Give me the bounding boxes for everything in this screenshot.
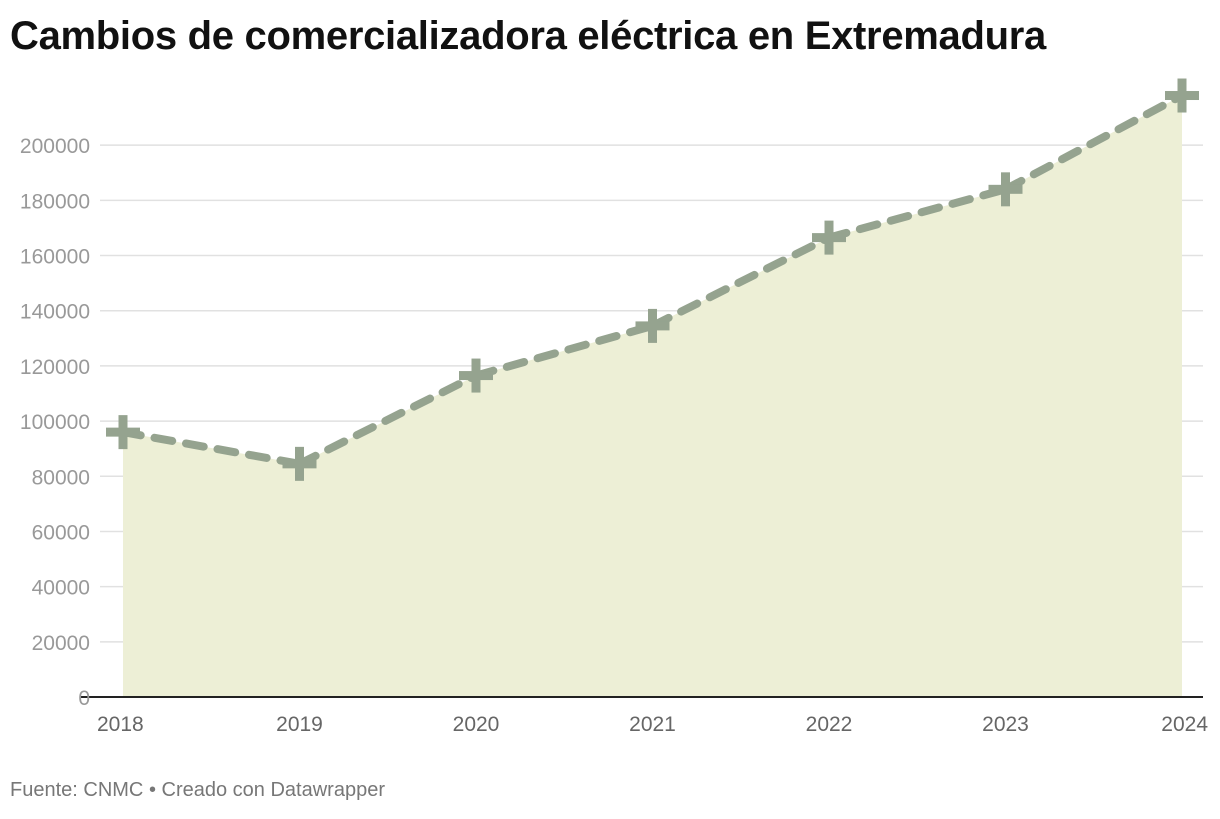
chart-title: Cambios de comercializadora eléctrica en…	[10, 14, 1046, 58]
area-fill-layer	[123, 95, 1182, 697]
y-tick-label-160000: 160000	[20, 246, 90, 269]
marker-v-2023	[1001, 172, 1010, 207]
line-segment-2020-2021	[472, 321, 657, 380]
marker-v-2021	[648, 308, 657, 343]
line-segment-2022-2023	[825, 185, 1010, 242]
y-tick-label-0: 0	[78, 687, 90, 710]
data-point-2020	[459, 358, 493, 393]
y-tick-label-60000: 60000	[32, 521, 90, 544]
y-tick-label-20000: 20000	[32, 632, 90, 655]
data-point-2024	[1165, 78, 1199, 113]
marker-v-2019	[295, 446, 304, 481]
y-tick-label-140000: 140000	[20, 301, 90, 324]
x-tick-label-2022: 2022	[806, 713, 853, 736]
marker-v-2024	[1177, 78, 1187, 113]
line-segment-2018-2019	[119, 428, 304, 468]
line-segment-2019-2020	[295, 371, 480, 468]
y-tick-label-200000: 200000	[20, 135, 90, 158]
line-segment-2021-2022	[648, 233, 833, 330]
credit-label: Creado con Datawrapper	[161, 779, 385, 801]
x-tick-label-2020: 2020	[453, 713, 500, 736]
x-tick-label-2019: 2019	[276, 713, 323, 736]
data-point-2023	[988, 172, 1023, 207]
x-tick-label-2024: 2024	[1161, 713, 1208, 736]
source-label: Fuente: CNMC	[10, 779, 144, 801]
data-point-2022	[812, 220, 846, 255]
data-point-2021	[635, 308, 670, 343]
footer: Fuente: CNMC • Creado con Datawrapper	[10, 778, 385, 802]
footer-separator: •	[148, 779, 156, 801]
y-tick-label-40000: 40000	[32, 577, 90, 600]
x-axis-tick-labels: 2018 2019 2020 2021 2022 2023 2024	[97, 713, 1208, 736]
line-segment-2023-2024	[1001, 91, 1186, 194]
data-point-2019	[282, 446, 317, 481]
y-axis-tick-labels: 0 20000 40000 60000 80000 100000 120000 140000 1…	[20, 135, 90, 710]
x-tick-label-2021: 2021	[629, 713, 676, 736]
x-tick-label-2018: 2018	[97, 713, 144, 736]
marker-v-2020	[471, 358, 481, 393]
marker-v-2022	[824, 220, 834, 255]
x-tick-label-2023: 2023	[982, 713, 1029, 736]
area-fill	[123, 95, 1182, 697]
line-layer	[119, 91, 1186, 468]
data-point-2018	[106, 415, 140, 450]
marker-v-2018	[118, 415, 128, 450]
y-tick-label-120000: 120000	[20, 356, 90, 379]
y-tick-label-80000: 80000	[32, 466, 90, 489]
marker-layer	[106, 78, 1199, 481]
y-tick-label-100000: 100000	[20, 411, 90, 434]
y-tick-label-180000: 180000	[20, 190, 90, 213]
